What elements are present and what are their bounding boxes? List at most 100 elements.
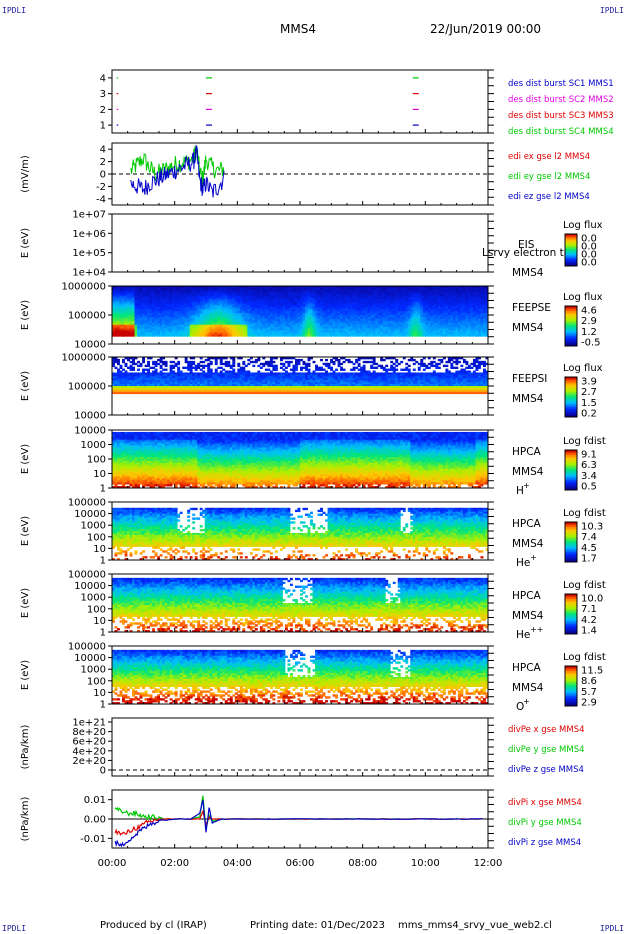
feepse-cell	[450, 334, 453, 336]
feepsi-cell	[205, 392, 208, 394]
feepsi-cell	[170, 361, 173, 363]
feepse-cell	[275, 334, 278, 336]
feepsi-cell	[130, 369, 133, 371]
feepse-cell	[395, 334, 398, 336]
feepse-cell	[313, 334, 316, 336]
feepse-cell	[418, 334, 421, 336]
edi-legend-2: edi ey gse l2 MMS4	[508, 172, 590, 182]
feepse-colorbar-tick: 1.2	[581, 327, 597, 338]
feepsi-cell	[205, 359, 208, 361]
feepse-cell	[405, 334, 408, 336]
feepse-cell	[282, 334, 285, 336]
feepse-cell	[355, 334, 358, 336]
feepsi-cell	[207, 392, 210, 394]
burst-ytick-label: 4	[100, 73, 106, 84]
feepse-cell	[182, 334, 185, 336]
feepse-cell	[470, 334, 473, 336]
feepse-cell	[215, 334, 218, 336]
edi-ytick-label: 0	[100, 170, 106, 181]
feepse-cell	[375, 334, 378, 336]
burst-legend-4: des dist burst SC4 MMS4	[508, 127, 614, 137]
feepse-cell	[237, 334, 240, 336]
edi-trace-ey	[131, 146, 224, 188]
feepse-cell	[175, 334, 178, 336]
feepse-cell	[187, 334, 190, 336]
feepse-cell	[115, 334, 118, 336]
feepsi-cell	[247, 363, 250, 365]
feepsi-cell	[127, 359, 130, 361]
feepse-cell	[420, 334, 423, 336]
feepse-cell	[368, 334, 371, 336]
feepse-cell	[323, 334, 326, 336]
feepsi-cell	[232, 392, 235, 394]
feepse-cell	[267, 334, 270, 336]
feepse-cell	[333, 334, 336, 336]
feepse-cell	[277, 334, 280, 336]
feepsi-cell	[177, 363, 180, 365]
feepse-cell	[130, 334, 133, 336]
feepse-ylabel: E (eV)	[20, 300, 31, 330]
eis-overlay-label: Lsrvy electron to	[482, 247, 570, 259]
feepsi-cell	[202, 392, 205, 394]
feepse-cell	[335, 334, 338, 336]
feepse-cell	[180, 334, 183, 336]
feepse-cell	[210, 334, 213, 336]
feepsi-cell	[172, 392, 175, 394]
feepsi-cell	[232, 365, 235, 367]
edi-ytick-label: 4	[100, 145, 106, 156]
feepse-cell	[385, 334, 388, 336]
feepse-cell	[170, 334, 173, 336]
edi-ylabel: (mV/m)	[20, 155, 31, 193]
feepse-cell	[445, 334, 448, 336]
feepsi-cell	[115, 392, 118, 394]
feepse-cell	[150, 334, 153, 336]
feepsi-cell	[207, 359, 210, 361]
feepsi-cell	[162, 392, 165, 394]
feepse-cell	[292, 334, 295, 336]
feepse-cell	[473, 334, 476, 336]
feepse-cell	[345, 334, 348, 336]
feepse-colorbar-tick: 2.9	[581, 316, 597, 327]
feepsi-cell	[137, 361, 140, 363]
feepsi-cell	[197, 367, 200, 369]
feepsi-cell	[202, 367, 205, 369]
feepse-cell	[202, 334, 205, 336]
eis-ytick-label: 1e+05	[72, 248, 106, 259]
feepsi-cell	[122, 369, 125, 371]
feepsi-cell	[210, 392, 213, 394]
feepse-cell	[140, 334, 143, 336]
feepse-cell	[358, 334, 361, 336]
feepsi-cell	[137, 365, 140, 367]
feepsi-cell	[130, 392, 133, 394]
feepsi-cell	[152, 363, 155, 365]
burst-legend-2: des dist burst SC2 MMS2	[508, 95, 614, 105]
feepsi-cell	[162, 363, 165, 365]
feepse-cell	[172, 334, 175, 336]
edi-legend-3: edi ez gse l2 MMS4	[508, 192, 590, 202]
feepse-cell	[303, 334, 306, 336]
feepsi-cell	[217, 392, 220, 394]
feepsi-cell	[182, 367, 185, 369]
feepsi-cell	[230, 392, 233, 394]
feepse-cell	[340, 334, 343, 336]
feepse-cell	[272, 334, 275, 336]
feepsi-cell	[205, 365, 208, 367]
feepsi-cell	[115, 361, 118, 363]
feepse-cell	[222, 334, 225, 336]
feepse-cell	[145, 334, 148, 336]
feepse-cell	[287, 334, 290, 336]
feepse-cell	[245, 334, 248, 336]
feepsi-cell	[160, 361, 163, 363]
feepse-cell	[393, 334, 396, 336]
feepse-cell	[410, 334, 413, 336]
feepsi-cell	[127, 392, 130, 394]
feepsi-cell	[240, 392, 243, 394]
feepse-cell	[478, 334, 481, 336]
feepsi-cell	[225, 392, 228, 394]
feepse-cell	[398, 334, 401, 336]
feepsi-cell	[117, 392, 120, 394]
feepsi-cell	[237, 392, 240, 394]
feepsi-cell	[237, 365, 240, 367]
feepse-cell	[443, 334, 446, 336]
